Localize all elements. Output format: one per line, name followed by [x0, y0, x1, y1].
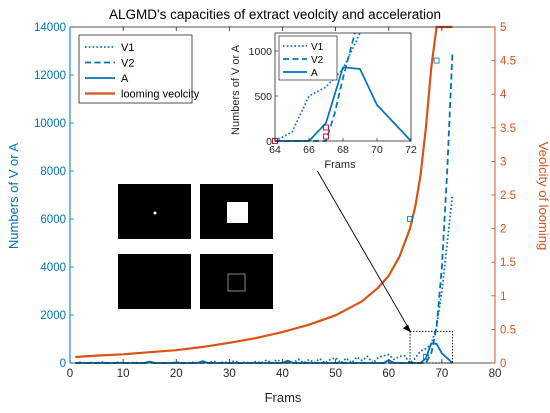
zoom-arrow-line	[310, 159, 412, 333]
y-right-tick-label: 3	[500, 156, 506, 168]
y-left-tick-label: 10000	[34, 118, 66, 130]
inset-x-tick-label: 70	[371, 144, 383, 156]
chart-title: ALGMD's capacities of extract veolcity a…	[109, 7, 441, 22]
inset-x-label: Frams	[324, 159, 356, 171]
inset-x-tick-label: 68	[337, 144, 349, 156]
y-left-axis-ticks: 0 2000 4000 6000 8000 10000 12000 14000	[34, 22, 74, 370]
x-axis-ticks: 0 10 20 30 40 50 60 70 80	[67, 27, 502, 380]
looming-velocity-series	[75, 25, 453, 359]
zoom-indicator	[310, 159, 453, 364]
y-right-axis-ticks: 0 0.5 1 1.5 2 2.5 3 3.5 4 4.5 5	[491, 22, 516, 370]
thumbnail-outline-square	[227, 273, 246, 292]
x-tick-label: 30	[223, 368, 236, 380]
x-tick-label: 20	[170, 368, 183, 380]
y-right-axis-label: Veolcity of looming	[536, 142, 550, 250]
inset-y-label: Numbers of V or A	[230, 44, 242, 135]
legend-label: A	[121, 73, 129, 85]
thumbnails	[118, 184, 273, 309]
inset-chart: 64 66 68 70 72 0 500 1000 Frams Numbers of V o…	[230, 31, 419, 171]
inset-y-ticks: 0 500 1000	[249, 46, 278, 148]
y-right-tick-label: 0.5	[500, 324, 516, 336]
inset-series-v1	[274, 32, 361, 142]
y-right-tick-label: 4.5	[500, 56, 516, 68]
inset-x-tick-label: 72	[405, 144, 417, 156]
y-right-tick-label: 3.5	[500, 123, 516, 135]
thumbnail-4	[200, 254, 273, 309]
data-marker	[423, 354, 429, 360]
inset-marker	[323, 133, 329, 140]
inset-markers	[272, 124, 329, 144]
inset-legend-label: A	[311, 68, 318, 79]
y-right-tick-label: 5	[500, 22, 506, 34]
inset-legend-label: V2	[311, 55, 324, 66]
y-left-tick-label: 14000	[34, 22, 66, 34]
legend-label: V2	[121, 58, 134, 70]
x-tick-label: 10	[117, 368, 130, 380]
thumbnail-3	[118, 254, 191, 309]
y-left-tick-label: 4000	[40, 262, 66, 274]
x-tick-label: 80	[489, 368, 502, 380]
inset-legend-label: V1	[311, 42, 324, 53]
x-tick-label: 60	[382, 368, 395, 380]
inset-x-tick-label: 66	[303, 144, 315, 156]
inset-marker	[323, 124, 329, 131]
inset-y-tick-label: 1000	[249, 46, 273, 58]
y-right-tick-label: 1.5	[500, 257, 516, 269]
inset-x-ticks: 64 66 68 70 72	[269, 138, 417, 156]
legend-label: looming veolcity	[121, 89, 200, 101]
x-tick-label: 0	[67, 368, 73, 380]
zoom-box	[409, 330, 453, 364]
y-right-tick-label: 0	[500, 358, 506, 370]
inset-x-tick-label: 64	[269, 144, 281, 156]
thumbnail-dot	[153, 211, 157, 215]
thumbnail-filled-square	[227, 202, 248, 223]
y-right-tick-label: 1	[500, 291, 506, 303]
x-tick-label: 50	[329, 368, 342, 380]
y-right-tick-label: 4	[500, 89, 507, 101]
series-looming-veolcity	[75, 25, 453, 359]
inset-legend-box	[278, 35, 338, 81]
inset-y-tick-label: 500	[254, 91, 272, 103]
legend-label: V1	[121, 42, 134, 54]
data-marker	[407, 216, 413, 222]
x-tick-label: 40	[276, 368, 289, 380]
zoom-arrow-head	[403, 324, 411, 333]
inset-y-tick-label: 0	[266, 136, 272, 148]
data-marker	[433, 57, 440, 64]
y-left-tick-label: 8000	[40, 166, 66, 178]
inset-legend: V1 V2 A	[278, 35, 338, 81]
y-left-tick-label: 12000	[34, 70, 66, 82]
y-left-tick-label: 0	[60, 358, 66, 370]
x-tick-label: 70	[435, 368, 448, 380]
thumbnail-1	[118, 184, 191, 239]
y-left-axis-label: Numbers of V or A	[6, 143, 21, 250]
y-right-tick-label: 2.5	[500, 190, 516, 202]
y-right-tick-label: 2	[500, 224, 506, 236]
x-axis-label: Frams	[265, 390, 302, 405]
y-left-tick-label: 6000	[40, 214, 66, 226]
y-left-tick-label: 2000	[40, 310, 66, 322]
main-markers	[407, 57, 440, 360]
